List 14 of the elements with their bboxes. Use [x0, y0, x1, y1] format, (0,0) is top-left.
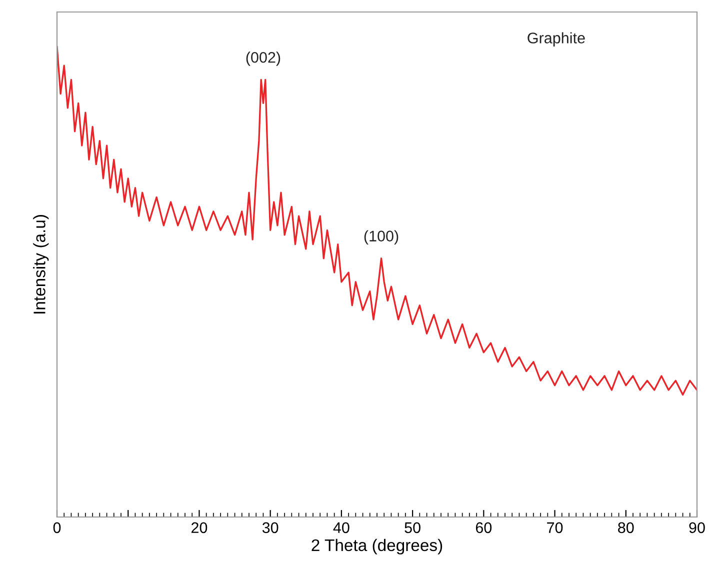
- annotation: (002): [246, 52, 280, 66]
- x-tick-label: 0: [53, 522, 61, 534]
- x-tick-label: 90: [689, 522, 705, 534]
- x-tick-label: 20: [191, 522, 208, 534]
- x-tick-label: 70: [547, 522, 563, 534]
- text: Graphite: [528, 32, 585, 46]
- x-axis-title: 2 Theta (degrees): [312, 538, 442, 554]
- annotation: (100): [364, 230, 398, 244]
- x-tick-label: 60: [476, 522, 492, 534]
- x-tick-label: 40: [333, 522, 350, 534]
- x-tick-label: 80: [618, 522, 634, 534]
- y-axis-title: Intensity (a.u): [33, 215, 49, 314]
- x-tick-label: 30: [262, 522, 278, 534]
- x-tick-label: 50: [404, 522, 420, 534]
